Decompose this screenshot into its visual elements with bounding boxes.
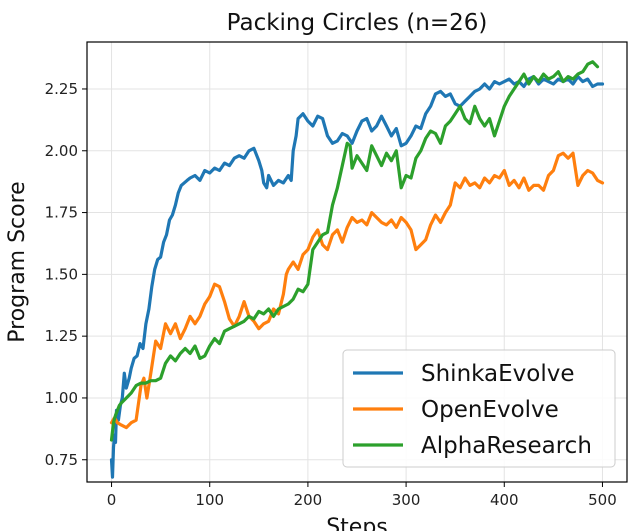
y-tick-label: 1.00 [45,389,78,407]
x-tick-label: 400 [490,491,519,509]
plot-frame [86,41,628,483]
axis-ticks: 0 100 200 300 400 500 0.75 1.00 1.25 1.50 1.75 2.00… [45,80,617,509]
series-lines [109,60,605,479]
chart-title: Packing Circles (n=26) [227,10,488,36]
x-axis-title: Steps [326,515,388,531]
y-tick-label: 1.75 [45,204,78,222]
x-tick-label: 0 [107,491,117,509]
x-tick-label: 200 [294,491,323,509]
legend-box [342,349,616,468]
series-line-shinkaevolve [109,74,605,479]
x-tick-label: 100 [195,491,224,509]
y-tick-label: 2.00 [45,142,78,160]
series-line-alpharesearch [109,60,600,442]
y-tick-label: 2.25 [45,80,78,98]
x-tick-label: 300 [392,491,421,509]
y-tick-label: 1.50 [45,265,78,283]
gridlines [87,42,627,482]
x-tick-label: 500 [588,491,617,509]
series-line-openevolve [109,151,605,430]
legend: ShinkaEvolve OpenEvolve AlphaResearch [342,349,616,468]
legend-label: AlphaResearch [421,433,592,459]
legend-label: ShinkaEvolve [421,361,575,387]
y-axis-title: Program Score [5,181,30,342]
y-tick-label: 1.25 [45,327,78,345]
legend-label: OpenEvolve [421,397,559,423]
y-tick-label: 0.75 [45,451,78,469]
